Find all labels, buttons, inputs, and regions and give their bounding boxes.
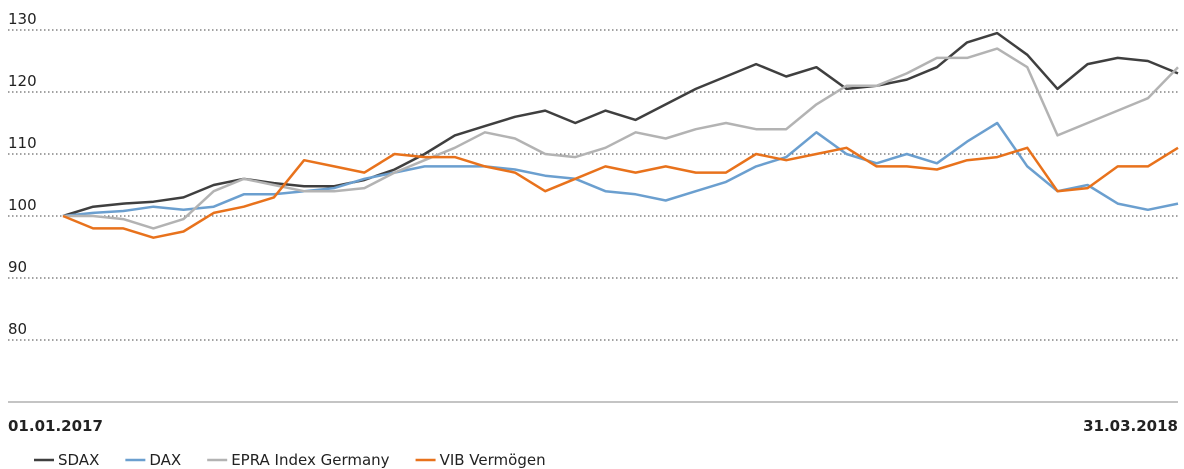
y-tick-label: 80 <box>8 320 27 338</box>
legend-label: DAX <box>149 451 181 469</box>
y-tick-label: 130 <box>8 10 37 28</box>
y-tick-label: 120 <box>8 72 37 90</box>
series-line <box>62 121 1179 218</box>
y-tick-label: 100 <box>8 196 37 214</box>
legend-label: VIB Vermögen <box>440 451 546 469</box>
x-tick-label: 31.03.2018 <box>1083 417 1178 435</box>
legend-label: SDAX <box>58 451 99 469</box>
y-tick-label: 90 <box>8 258 27 276</box>
x-tick-label: 01.01.2017 <box>8 417 103 435</box>
series-line <box>62 146 1179 239</box>
series-line <box>62 31 1179 218</box>
y-tick-label: 110 <box>8 134 37 152</box>
legend-label: EPRA Index Germany <box>231 451 389 469</box>
series-line <box>63 47 1179 230</box>
